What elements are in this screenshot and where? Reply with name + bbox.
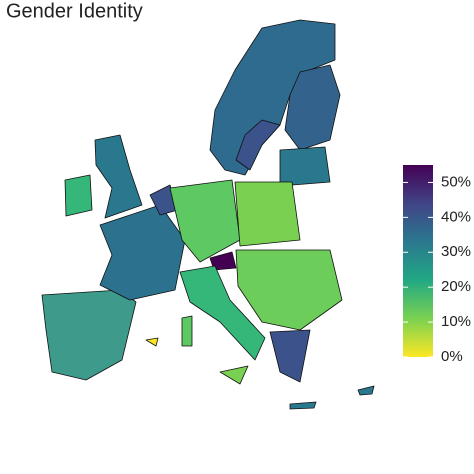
- colorbar-tick-label: 50%: [441, 173, 471, 190]
- colorbar-tick-label: 0%: [441, 348, 463, 365]
- sweden-south: [235, 119, 281, 171]
- balearics: [145, 337, 159, 347]
- colorbar-tick-label: 40%: [441, 208, 471, 225]
- sicily: [219, 365, 249, 385]
- colorbar-tick-label: 30%: [441, 243, 471, 260]
- cyprus: [357, 385, 375, 396]
- germany: [169, 179, 241, 263]
- britain: [94, 134, 143, 219]
- ireland: [64, 174, 93, 217]
- france: [99, 204, 186, 301]
- colorbar: [403, 165, 433, 357]
- finland: [284, 64, 341, 151]
- crete: [289, 401, 317, 410]
- baltics: [279, 146, 331, 187]
- italy: [179, 265, 266, 361]
- colorbar-tick-label: 10%: [441, 313, 471, 330]
- balkans: [235, 249, 343, 331]
- sardinia: [181, 315, 193, 347]
- poland: [234, 181, 301, 247]
- colorbar-tick-label: 20%: [441, 278, 471, 295]
- scandinavia: [209, 19, 336, 176]
- iberia: [41, 289, 137, 381]
- europe-map: [41, 19, 375, 410]
- map-title: Gender Identity: [6, 0, 143, 22]
- greece: [269, 329, 311, 383]
